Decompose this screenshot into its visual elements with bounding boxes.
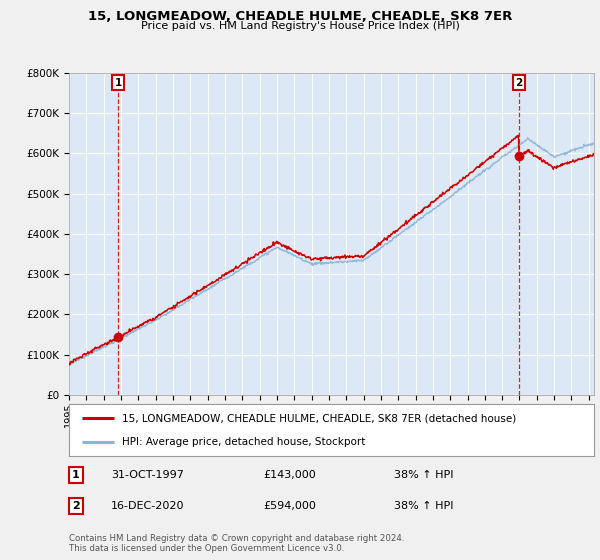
Text: £594,000: £594,000 xyxy=(263,501,316,511)
Text: Contains HM Land Registry data © Crown copyright and database right 2024.
This d: Contains HM Land Registry data © Crown c… xyxy=(69,534,404,553)
Text: 2: 2 xyxy=(72,501,80,511)
Text: 1: 1 xyxy=(72,470,80,480)
Text: 2: 2 xyxy=(515,78,523,87)
Text: Price paid vs. HM Land Registry's House Price Index (HPI): Price paid vs. HM Land Registry's House … xyxy=(140,21,460,31)
Text: HPI: Average price, detached house, Stockport: HPI: Average price, detached house, Stoc… xyxy=(121,437,365,447)
Text: 16-DEC-2020: 16-DEC-2020 xyxy=(111,501,185,511)
Text: 38% ↑ HPI: 38% ↑ HPI xyxy=(395,501,454,511)
Text: 38% ↑ HPI: 38% ↑ HPI xyxy=(395,470,454,480)
Text: 15, LONGMEADOW, CHEADLE HULME, CHEADLE, SK8 7ER (detached house): 15, LONGMEADOW, CHEADLE HULME, CHEADLE, … xyxy=(121,413,516,423)
Text: 31-OCT-1997: 31-OCT-1997 xyxy=(111,470,184,480)
Text: £143,000: £143,000 xyxy=(263,470,316,480)
Text: 1: 1 xyxy=(115,78,122,87)
Text: 15, LONGMEADOW, CHEADLE HULME, CHEADLE, SK8 7ER: 15, LONGMEADOW, CHEADLE HULME, CHEADLE, … xyxy=(88,10,512,22)
